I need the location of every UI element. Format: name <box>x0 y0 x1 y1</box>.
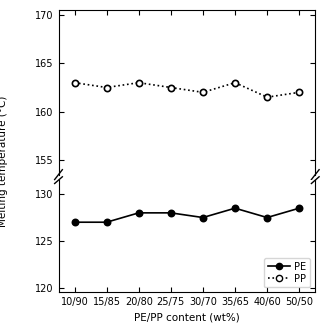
Text: Melting temperature (°C): Melting temperature (°C) <box>0 96 8 227</box>
Legend: PE, PP: PE, PP <box>264 258 310 288</box>
X-axis label: PE/PP content (wt%): PE/PP content (wt%) <box>134 313 240 323</box>
